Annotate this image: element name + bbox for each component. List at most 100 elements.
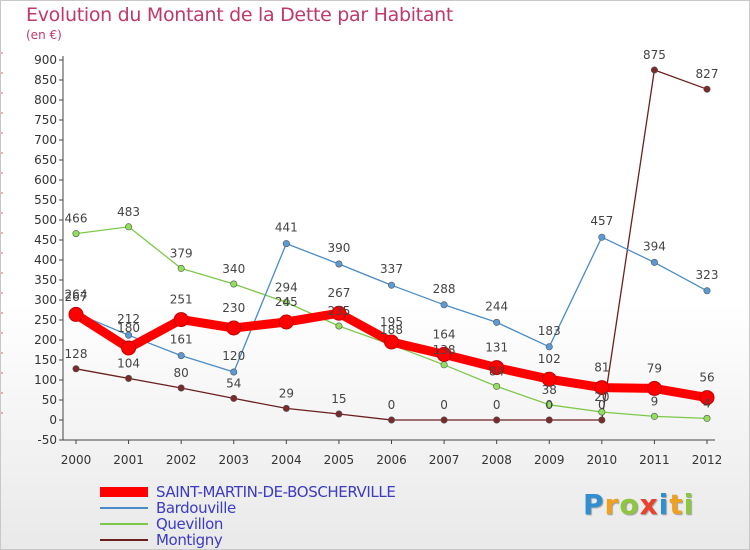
data-point [125, 223, 133, 231]
data-point [331, 305, 347, 321]
data-point [230, 280, 238, 288]
x-tick-label: 2011 [639, 453, 670, 467]
data-label: 84 [489, 364, 504, 378]
x-tick-label: 2008 [481, 453, 512, 467]
y-tick-label: -50 [37, 433, 57, 447]
data-label: 120 [222, 349, 245, 363]
data-label: 212 [117, 312, 140, 326]
logo-letter: P [583, 488, 605, 521]
data-label: 294 [275, 280, 298, 294]
data-label: 251 [170, 293, 193, 307]
data-label: 244 [485, 299, 508, 313]
data-label: 235 [327, 304, 350, 318]
data-label: 337 [380, 262, 403, 276]
data-point [493, 416, 501, 424]
data-point [545, 416, 553, 424]
logo-letter: r [604, 488, 620, 521]
legend-swatch [100, 523, 148, 525]
x-tick-label: 2007 [429, 453, 460, 467]
x-tick-label: 2005 [324, 453, 355, 467]
data-point [173, 312, 189, 328]
data-point [387, 281, 395, 289]
y-tick-label: 600 [34, 173, 57, 187]
data-label: 9 [651, 394, 659, 408]
data-point [703, 85, 711, 93]
data-label: 164 [433, 327, 456, 341]
data-label: 0 [440, 398, 448, 412]
data-label: 131 [485, 341, 508, 355]
y-tick-label: 550 [34, 193, 57, 207]
legend-item: Quevillon [100, 515, 395, 533]
data-label: 267 [65, 290, 88, 304]
data-label: 81 [594, 361, 609, 375]
y-tick-label: 50 [42, 393, 57, 407]
data-point [230, 368, 238, 376]
data-point [703, 287, 711, 295]
legend-item: Bardouville [100, 499, 395, 517]
data-point [440, 361, 448, 369]
logo-letter: i [683, 488, 695, 521]
data-point [384, 334, 399, 350]
data-label: 15 [331, 392, 346, 406]
x-tick-label: 2003 [218, 453, 249, 467]
data-label: 288 [433, 282, 456, 296]
data-label: 54 [226, 376, 241, 390]
data-point [489, 360, 505, 376]
data-point [282, 298, 290, 306]
y-tick-label: 100 [34, 373, 57, 387]
legend-item: SAINT-MARTIN-DE-BOSCHERVILLE [100, 483, 396, 501]
data-label: 483 [117, 205, 140, 219]
data-point [125, 374, 133, 382]
data-label: 56 [699, 371, 714, 385]
data-label: 379 [170, 246, 193, 260]
data-point [335, 410, 343, 418]
data-point [440, 416, 448, 424]
data-label: 466 [65, 212, 88, 226]
logo-letter: t [669, 488, 684, 521]
data-label: 188 [380, 323, 403, 337]
logo-letter: i [658, 488, 670, 521]
data-label: 0 [598, 398, 606, 412]
data-label: 180 [117, 321, 140, 335]
data-label: 394 [643, 239, 666, 253]
data-point [703, 414, 711, 422]
legend-swatch [100, 507, 148, 509]
y-tick-label: 900 [34, 53, 57, 67]
data-point [282, 404, 290, 412]
data-label: 80 [174, 366, 189, 380]
data-point [335, 322, 343, 330]
data-point [650, 66, 658, 74]
legend-swatch [100, 539, 148, 541]
data-point [493, 382, 501, 390]
y-tick-label: 650 [34, 153, 57, 167]
legend-swatch [100, 487, 148, 497]
y-tick-label: 400 [34, 253, 57, 267]
y-tick-label: 500 [34, 213, 57, 227]
data-point [594, 380, 610, 396]
data-point [598, 416, 606, 424]
data-label: 441 [275, 221, 298, 235]
data-point [68, 306, 84, 322]
data-point [598, 233, 606, 241]
logo-letter: o [619, 488, 640, 521]
data-label: 0 [493, 398, 501, 412]
data-point [177, 384, 185, 392]
x-tick-label: 2001 [113, 453, 144, 467]
data-point [699, 390, 715, 406]
data-label: 0 [388, 398, 396, 412]
x-tick-label: 2000 [61, 453, 92, 467]
data-point [226, 320, 242, 336]
data-point [493, 318, 501, 326]
series-line [75, 69, 708, 421]
data-label: 4 [703, 396, 711, 410]
x-tick-label: 2012 [692, 453, 723, 467]
data-point [440, 301, 448, 309]
data-label: 264 [65, 287, 88, 301]
x-tick-label: 2004 [271, 453, 302, 467]
data-label: 79 [647, 361, 662, 375]
data-label: 104 [117, 356, 140, 370]
y-tick-label: 0 [49, 413, 57, 427]
data-point [545, 401, 553, 409]
logo-letter: x [639, 488, 659, 521]
